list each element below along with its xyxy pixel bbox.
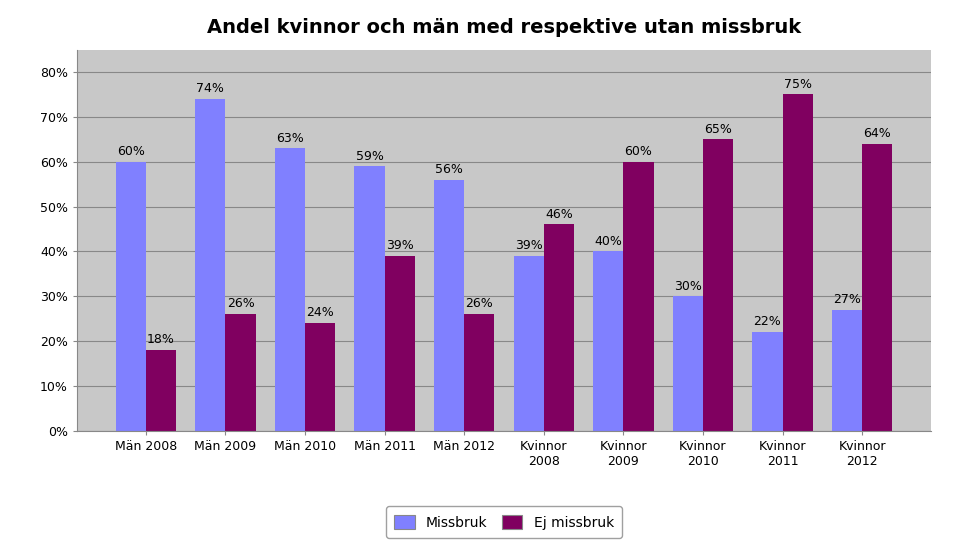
- Text: 30%: 30%: [674, 279, 702, 293]
- Bar: [862, 144, 893, 431]
- Bar: [434, 179, 465, 431]
- Bar: [782, 94, 813, 431]
- Bar: [115, 162, 146, 431]
- Text: 39%: 39%: [386, 239, 414, 252]
- Text: 75%: 75%: [783, 78, 811, 91]
- Text: 27%: 27%: [833, 293, 861, 306]
- Legend: Missbruk, Ej missbruk: Missbruk, Ej missbruk: [386, 506, 622, 538]
- Text: 64%: 64%: [863, 127, 891, 140]
- Text: 56%: 56%: [435, 163, 463, 176]
- Bar: [146, 350, 176, 431]
- Bar: [465, 314, 494, 431]
- Bar: [195, 99, 226, 431]
- Text: 40%: 40%: [594, 235, 622, 248]
- Text: 59%: 59%: [355, 150, 383, 163]
- Text: 65%: 65%: [704, 123, 732, 136]
- Text: 22%: 22%: [754, 315, 781, 328]
- Text: 18%: 18%: [147, 333, 175, 346]
- Bar: [305, 323, 335, 431]
- Bar: [275, 148, 305, 431]
- Bar: [385, 256, 415, 431]
- Text: 26%: 26%: [466, 298, 493, 310]
- Text: 26%: 26%: [227, 298, 254, 310]
- Bar: [354, 166, 385, 431]
- Title: Andel kvinnor och män med respektive utan missbruk: Andel kvinnor och män med respektive uta…: [207, 18, 801, 37]
- Bar: [703, 139, 733, 431]
- Bar: [623, 162, 654, 431]
- Bar: [832, 310, 862, 431]
- Bar: [753, 332, 782, 431]
- Bar: [673, 296, 703, 431]
- Text: 24%: 24%: [306, 306, 334, 320]
- Text: 39%: 39%: [515, 239, 542, 252]
- Text: 46%: 46%: [545, 208, 573, 221]
- Text: 60%: 60%: [117, 145, 145, 158]
- Bar: [514, 256, 543, 431]
- Text: 74%: 74%: [197, 82, 225, 95]
- Bar: [226, 314, 255, 431]
- Bar: [543, 225, 574, 431]
- Bar: [593, 251, 623, 431]
- Text: 60%: 60%: [625, 145, 653, 158]
- Text: 63%: 63%: [276, 132, 303, 145]
